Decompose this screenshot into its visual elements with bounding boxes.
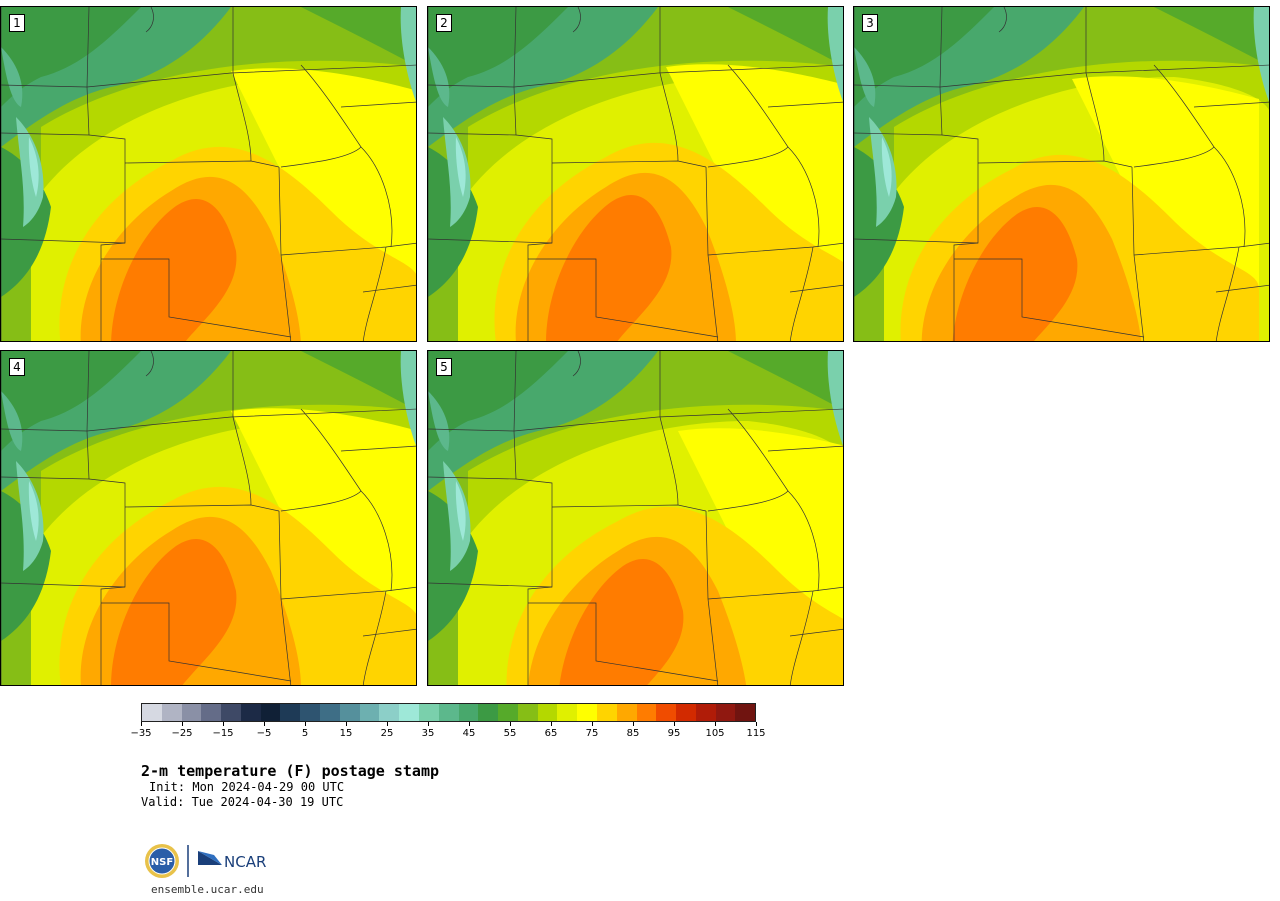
colorbar-tick [510, 722, 511, 726]
colorbar-tick [305, 722, 306, 726]
colorbar-swatch [280, 704, 301, 721]
colorbar-swatch [715, 704, 736, 721]
panel-number-label: 2 [436, 14, 452, 32]
colorbar-tick [141, 722, 142, 726]
colorbar-swatch [478, 704, 499, 721]
colorbar-tick-label: 75 [585, 728, 599, 739]
colorbar-swatch [498, 704, 518, 721]
colorbar-tick [387, 722, 388, 726]
colorbar-tick-label: 95 [667, 728, 681, 739]
colorbar-tick [346, 722, 347, 726]
ncar-logo-icon: NCAR [198, 851, 266, 871]
colorbar-swatch [656, 704, 677, 721]
temperature-map [1, 7, 416, 341]
colorbar-tick-label: 65 [544, 728, 558, 739]
colorbar-tick [592, 722, 593, 726]
temperature-colorbar [141, 703, 756, 722]
map-panel: 4 [0, 350, 417, 686]
temperature-map [428, 7, 843, 341]
colorbar-tick [428, 722, 429, 726]
colorbar-tick [715, 722, 716, 726]
colorbar-tick-label: −25 [171, 728, 193, 739]
colorbar-swatch [379, 704, 400, 721]
colorbar-tick-label: 15 [339, 728, 353, 739]
figure-title: 2-m temperature (F) postage stamp [141, 762, 440, 780]
colorbar-tick-label: −5 [256, 728, 272, 739]
colorbar-swatch [240, 704, 261, 721]
colorbar-swatch [359, 704, 380, 721]
colorbar-swatch [537, 704, 558, 721]
colorbar-swatch [418, 704, 439, 721]
colorbar-swatch [735, 704, 756, 721]
valid-time: Valid: Tue 2024-04-30 19 UTC [141, 795, 344, 809]
colorbar-tick [551, 722, 552, 726]
svg-text:NSF: NSF [151, 857, 173, 868]
colorbar-swatch [636, 704, 657, 721]
colorbar-tick-label: 35 [421, 728, 435, 739]
colorbar-tick-label: 85 [626, 728, 640, 739]
colorbar-tick [633, 722, 634, 726]
colorbar-swatch [695, 704, 716, 721]
colorbar-tick-label: 115 [746, 728, 766, 739]
colorbar-swatch [616, 704, 637, 721]
colorbar-swatch [320, 704, 340, 721]
map-panel: 2 [427, 6, 844, 342]
panel-number-label: 4 [9, 358, 25, 376]
colorbar-swatch [438, 704, 459, 721]
colorbar-tick [756, 722, 757, 726]
map-panel: 1 [0, 6, 417, 342]
colorbar-swatch [577, 704, 597, 721]
colorbar-swatch [596, 704, 617, 721]
nsf-logo-icon: NSF [145, 844, 179, 878]
colorbar-tick [264, 722, 265, 726]
colorbar-tick-label: 5 [301, 728, 309, 739]
colorbar-swatch [458, 704, 479, 721]
colorbar-swatch [557, 704, 578, 721]
colorbar-tick-label: 105 [705, 728, 725, 739]
colorbar-swatch [300, 704, 321, 721]
init-time: Init: Mon 2024-04-29 00 UTC [149, 780, 345, 794]
colorbar-swatch [142, 704, 162, 721]
temperature-map [1, 351, 416, 685]
temperature-map [428, 351, 843, 685]
colorbar-tick-label: 45 [462, 728, 476, 739]
colorbar-tick [223, 722, 224, 726]
colorbar-swatch [181, 704, 202, 721]
colorbar-tick-label: −35 [130, 728, 152, 739]
colorbar-swatch [201, 704, 222, 721]
panel-number-label: 5 [436, 358, 452, 376]
colorbar-swatch [339, 704, 360, 721]
colorbar-tick-label: 25 [380, 728, 394, 739]
temperature-map [854, 7, 1269, 341]
colorbar-swatch [676, 704, 696, 721]
panel-number-label: 1 [9, 14, 25, 32]
site-url: ensemble.ucar.edu [151, 883, 264, 896]
colorbar-ticks: −35 −25 −15 −5 5 15 25 35 45 55 65 75 85 95 105 115 [130, 722, 766, 742]
colorbar-tick-label: −15 [212, 728, 234, 739]
map-panel: 5 [427, 350, 844, 686]
colorbar-tick [469, 722, 470, 726]
colorbar-swatch [221, 704, 241, 721]
colorbar-tick [182, 722, 183, 726]
svg-text:NCAR: NCAR [224, 853, 266, 871]
colorbar-swatch [517, 704, 538, 721]
colorbar-tick-label: 55 [503, 728, 517, 739]
colorbar-swatch [161, 704, 182, 721]
colorbar-swatch [399, 704, 419, 721]
colorbar-tick [674, 722, 675, 726]
colorbar-swatch [260, 704, 281, 721]
map-panel: 3 [853, 6, 1270, 342]
nsf-ncar-logos: NSF NCAR [145, 844, 266, 878]
panel-number-label: 3 [862, 14, 878, 32]
